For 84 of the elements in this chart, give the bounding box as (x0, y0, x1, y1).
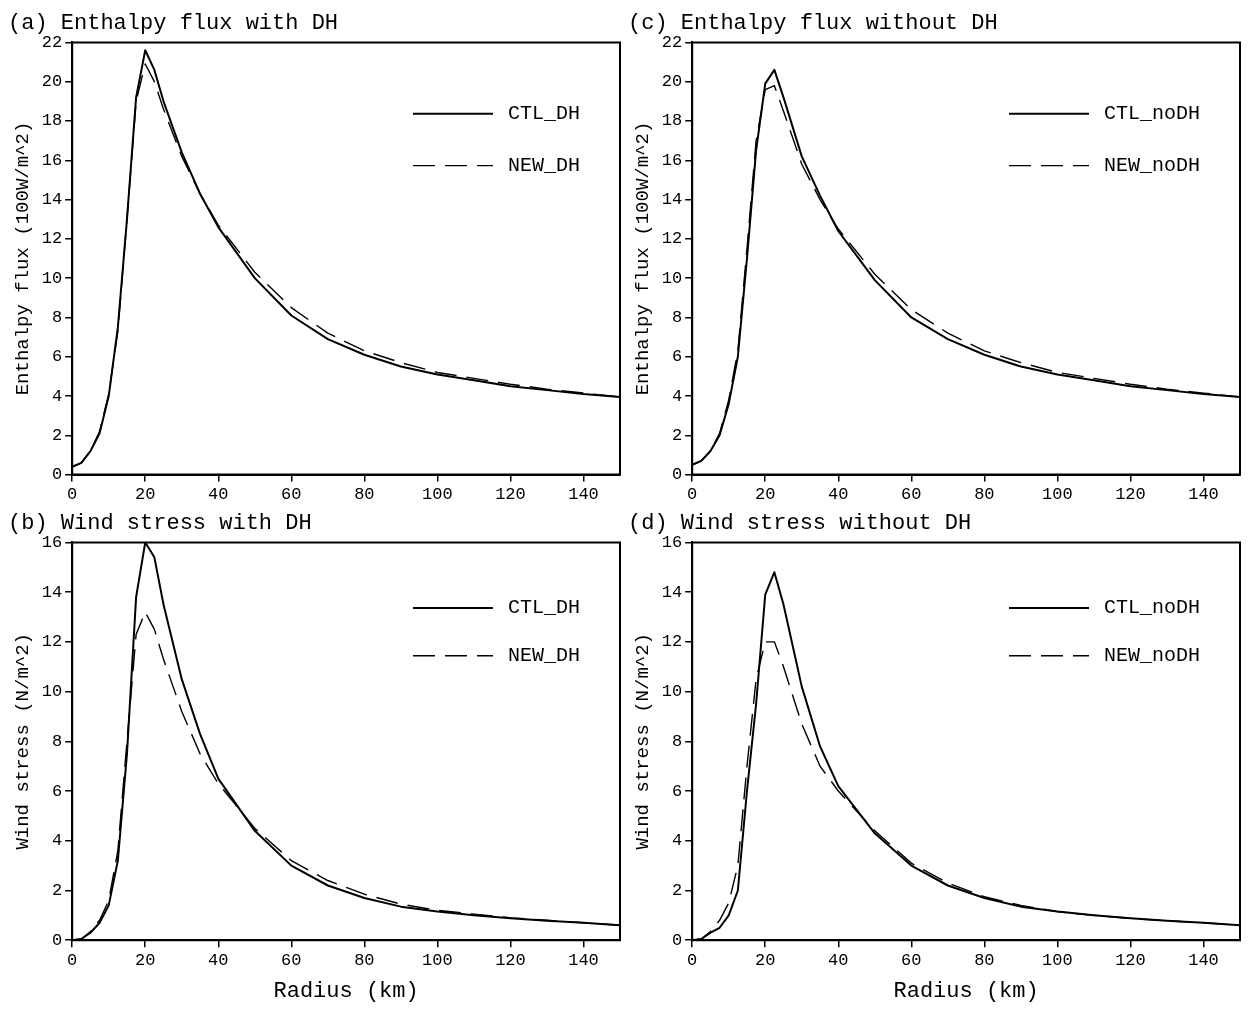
y-tick-label: 16 (661, 150, 683, 170)
y-axis-title: Wind stress (N/m^2) (632, 632, 655, 850)
y-tick-label: 16 (41, 150, 63, 170)
y-tick-label: 2 (52, 425, 63, 445)
x-tick-label: 20 (755, 950, 776, 970)
legend-label: CTL_DH (507, 102, 580, 126)
x-tick-label: 140 (1188, 950, 1219, 970)
legend-label: NEW_noDH (1103, 644, 1200, 668)
y-tick-label: 6 (672, 781, 683, 801)
y-tick-label: 12 (41, 632, 63, 652)
x-tick-label: 0 (687, 950, 698, 970)
y-tick-label: 20 (661, 72, 683, 92)
y-tick-label: 4 (52, 831, 63, 851)
x-tick-label: 0 (687, 485, 698, 505)
x-tick-label: 140 (568, 485, 599, 505)
x-tick-label: 20 (755, 485, 776, 505)
x-tick-label: 20 (135, 950, 156, 970)
x-axis-title: Radius (km) (273, 978, 419, 1004)
x-tick-label: 0 (67, 950, 78, 970)
legend-label: CTL_noDH (1103, 596, 1200, 620)
y-tick-label: 10 (661, 682, 683, 702)
y-tick-label: 0 (52, 465, 63, 485)
x-tick-label: 80 (974, 485, 995, 505)
x-tick-label: 120 (495, 485, 526, 505)
legend-label: CTL_DH (507, 596, 580, 620)
y-tick-label: 4 (672, 386, 683, 406)
legend-label: NEW_DH (507, 644, 580, 668)
y-tick-label: 0 (672, 465, 683, 485)
x-tick-label: 60 (901, 485, 922, 505)
y-tick-label: 8 (52, 307, 63, 327)
x-tick-label: 100 (422, 485, 453, 505)
x-tick-label: 100 (1042, 950, 1073, 970)
x-tick-label: 20 (135, 485, 156, 505)
x-tick-label: 40 (828, 485, 849, 505)
y-tick-label: 2 (672, 880, 683, 900)
y-tick-label: 18 (661, 111, 683, 131)
y-tick-label: 8 (52, 731, 63, 751)
y-axis-title: Enthalpy flux (100W/m^2) (632, 121, 655, 396)
y-tick-label: 14 (661, 190, 683, 210)
y-tick-label: 4 (672, 831, 683, 851)
x-tick-label: 80 (354, 485, 375, 505)
x-axis-title: Radius (km) (893, 978, 1039, 1004)
y-tick-label: 2 (52, 880, 63, 900)
y-tick-label: 6 (52, 781, 63, 801)
x-tick-label: 80 (354, 950, 375, 970)
y-tick-label: 12 (41, 229, 63, 249)
x-tick-label: 60 (281, 950, 302, 970)
x-tick-label: 140 (1188, 485, 1219, 505)
y-tick-label: 12 (661, 632, 683, 652)
legend-label: NEW_DH (507, 153, 580, 177)
x-tick-label: 100 (1042, 485, 1073, 505)
x-tick-label: 60 (281, 485, 302, 505)
y-tick-label: 0 (52, 930, 63, 950)
y-axis-title: Enthalpy flux (100W/m^2) (12, 121, 35, 396)
y-tick-label: 2 (672, 425, 683, 445)
y-tick-label: 8 (672, 307, 683, 327)
y-tick-label: 10 (41, 682, 63, 702)
y-tick-label: 0 (672, 930, 683, 950)
x-tick-label: 140 (568, 950, 599, 970)
y-tick-label: 20 (41, 72, 63, 92)
y-tick-label: 6 (672, 347, 683, 367)
y-tick-label: 10 (661, 268, 683, 288)
x-tick-label: 40 (828, 950, 849, 970)
legend-label: NEW_noDH (1103, 153, 1200, 177)
y-tick-label: 18 (41, 111, 63, 131)
y-tick-label: 14 (41, 582, 63, 602)
x-tick-label: 40 (208, 950, 229, 970)
y-tick-label: 8 (672, 731, 683, 751)
y-tick-label: 12 (661, 229, 683, 249)
x-tick-label: 120 (495, 950, 526, 970)
y-tick-label: 4 (52, 386, 63, 406)
x-tick-label: 40 (208, 485, 229, 505)
x-tick-label: 80 (974, 950, 995, 970)
y-tick-label: 14 (661, 582, 683, 602)
x-tick-label: 0 (67, 485, 78, 505)
x-tick-label: 100 (422, 950, 453, 970)
legend-label: CTL_noDH (1103, 102, 1200, 126)
y-axis-title: Wind stress (N/m^2) (12, 632, 35, 850)
x-tick-label: 120 (1115, 485, 1146, 505)
y-tick-label: 14 (41, 190, 63, 210)
x-tick-label: 60 (901, 950, 922, 970)
x-tick-label: 120 (1115, 950, 1146, 970)
y-tick-label: 10 (41, 268, 63, 288)
y-tick-label: 6 (52, 347, 63, 367)
